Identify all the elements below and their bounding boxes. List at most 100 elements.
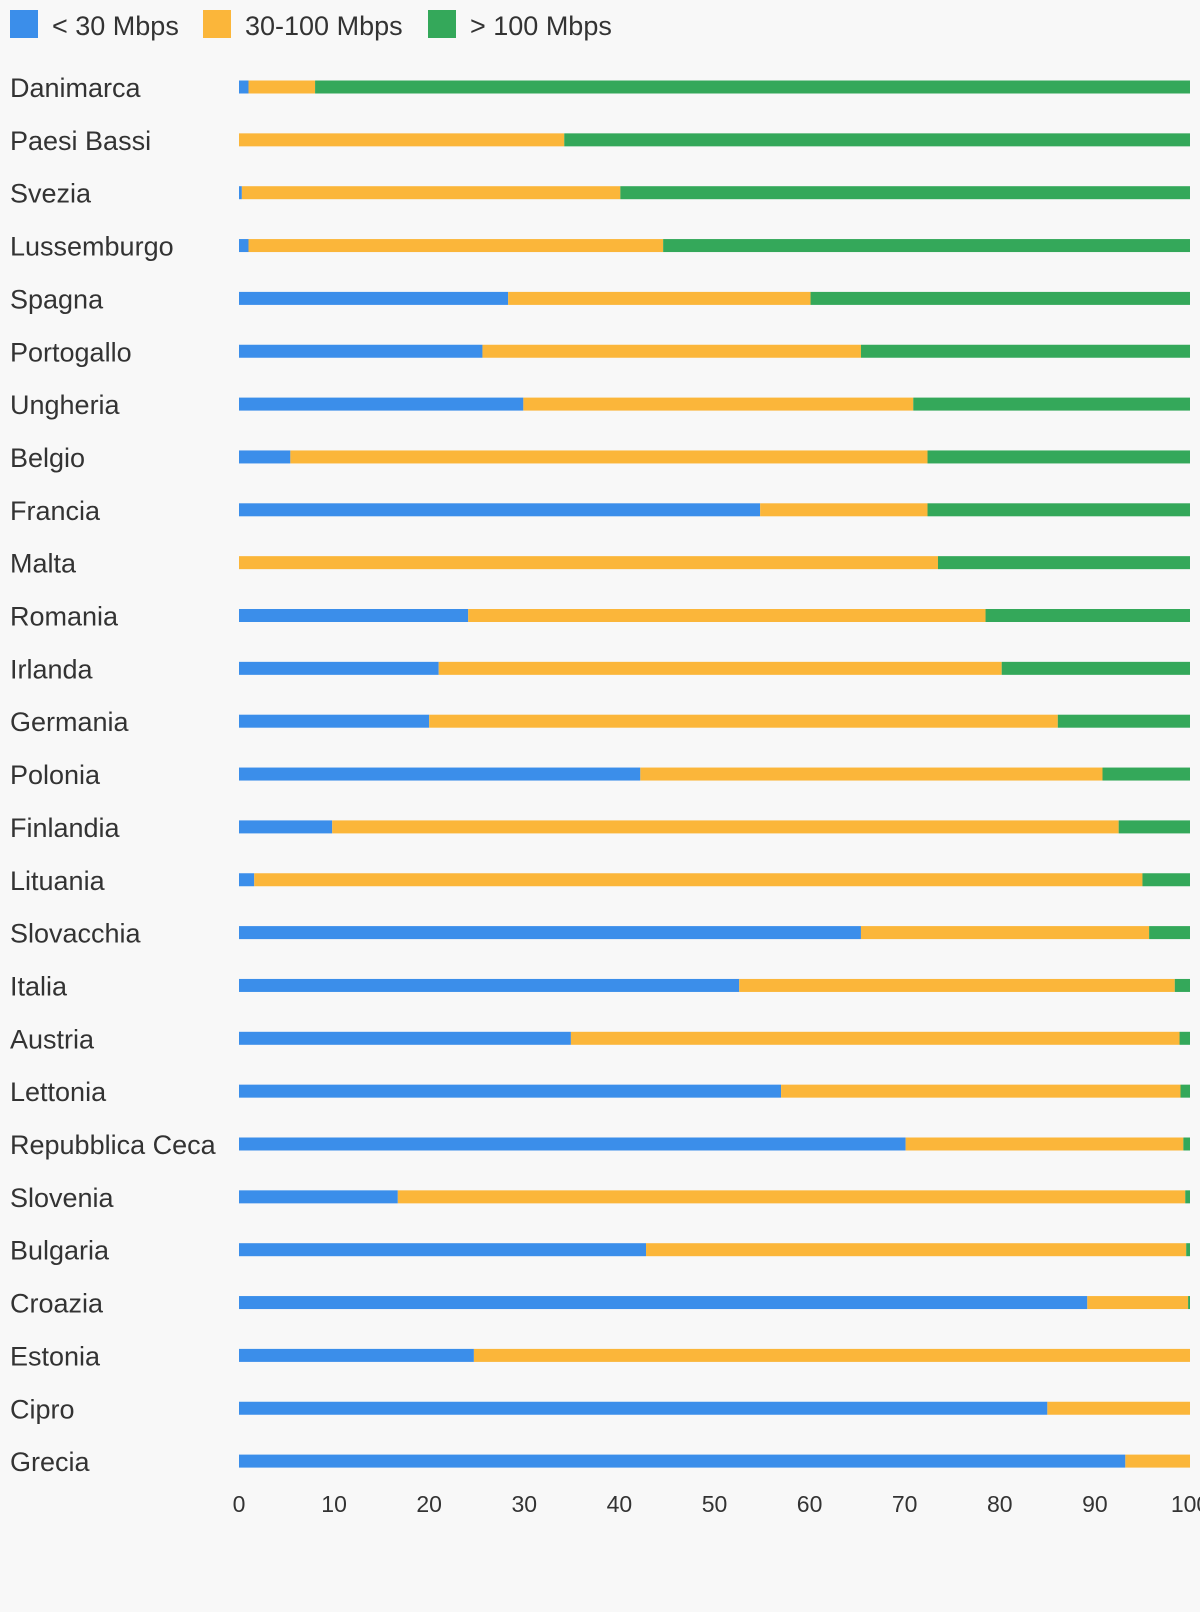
legend-label-30-mbps: < 30 Mbps [52,11,179,41]
category-label-svezia: Svezia [10,179,92,209]
category-label-belgio: Belgio [10,443,85,473]
category-label-lettonia: Lettonia [10,1077,107,1107]
bar-bulgaria-30-100-mbps [646,1243,1187,1257]
bar-repubblica-ceca-100-mbps [1183,1137,1190,1151]
bar-ungheria-30-mbps [239,397,524,411]
bar-paesi-bassi-30-100-mbps [239,133,565,147]
bar-romania-100-mbps [985,609,1190,622]
bar-lussemburgo-30-mbps [239,239,249,253]
bar-finlandia-100-mbps [1118,820,1190,834]
category-label-slovacchia: Slovacchia [10,919,142,949]
bar-austria-30-100-mbps [570,1031,1180,1045]
category-label-irlanda: Irlanda [10,654,94,684]
bar-paesi-bassi-100-mbps [564,133,1190,147]
bar-romania-30-mbps [239,609,469,622]
bar-svezia-30-100-mbps [241,186,621,200]
bar-croazia-30-mbps [239,1296,1088,1310]
bar-slovenia-30-mbps [239,1190,398,1204]
bar-portogallo-100-mbps [860,344,1190,358]
bar-ungheria-30-100-mbps [523,397,914,411]
bar-finlandia-30-mbps [239,820,333,834]
bar-spagna-30-100-mbps [508,291,811,305]
category-label-estonia: Estonia [10,1341,101,1371]
x-tick-label-20: 20 [416,1491,442,1517]
bar-croazia-100-mbps [1188,1296,1190,1310]
bar-croazia-30-100-mbps [1087,1296,1189,1310]
category-label-croazia: Croazia [10,1289,104,1319]
category-label-bulgaria: Bulgaria [10,1236,110,1266]
bar-repubblica-ceca-30-100-mbps [905,1137,1184,1151]
category-label-slovenia: Slovenia [10,1183,115,1213]
bar-malta-30-100-mbps [239,556,938,570]
bars [239,80,1191,1468]
bar-germania-30-100-mbps [429,714,1058,728]
bar-lituania-30-mbps [239,873,255,887]
bar-lettonia-100-mbps [1180,1084,1190,1098]
bar-lettonia-30-mbps [239,1084,782,1098]
x-tick-label-70: 70 [892,1491,918,1517]
legend: < 30 Mbps 30-100 Mbps > 100 Mbps [10,10,612,41]
bar-svezia-30-mbps [239,186,242,200]
category-label-romania: Romania [10,602,119,632]
bar-francia-30-100-mbps [760,503,928,517]
bar-cipro-30-100-mbps [1047,1401,1190,1415]
x-tick-label-90: 90 [1082,1491,1108,1517]
bar-slovacchia-30-mbps [239,926,861,940]
category-label-italia: Italia [10,971,68,1001]
x-tick-label-80: 80 [987,1491,1013,1517]
bar-estonia-30-mbps [239,1348,474,1362]
bar-bulgaria-30-mbps [239,1243,647,1257]
bar-portogallo-30-100-mbps [482,344,861,358]
bar-irlanda-100-mbps [1001,661,1190,675]
x-tick-label-100: 100 [1171,1491,1200,1517]
bar-polonia-30-mbps [239,767,641,781]
bar-repubblica-ceca-30-mbps [239,1137,906,1151]
legend-label-30-100-mbps: 30-100 Mbps [245,11,403,41]
bar-lussemburgo-100-mbps [663,239,1190,253]
bar-polonia-30-100-mbps [640,767,1103,781]
category-label-malta: Malta [10,549,77,579]
category-label-lussemburgo: Lussemburgo [10,232,174,262]
category-label-austria: Austria [10,1024,95,1054]
bar-finlandia-30-100-mbps [332,820,1119,834]
category-label-francia: Francia [10,496,101,526]
category-label-danimarca: Danimarca [10,73,142,103]
bar-austria-30-mbps [239,1031,571,1045]
bar-austria-100-mbps [1179,1031,1190,1045]
category-label-spagna: Spagna [10,284,104,314]
x-tick-label-30: 30 [512,1491,538,1517]
bar-portogallo-30-mbps [239,344,483,358]
bar-ungheria-100-mbps [913,397,1190,411]
bar-germania-30-mbps [239,714,430,728]
bar-danimarca-30-100-mbps [248,80,316,94]
bar-spagna-100-mbps [810,291,1190,305]
x-tick-label-0: 0 [233,1491,246,1517]
bar-irlanda-30-100-mbps [438,661,1002,675]
bar-lussemburgo-30-100-mbps [248,239,664,253]
bar-danimarca-100-mbps [315,80,1191,94]
legend-swatch-100-mbps [428,10,456,38]
category-label-finlandia: Finlandia [10,813,121,843]
bar-slovenia-30-100-mbps [397,1190,1186,1204]
bar-belgio-30-100-mbps [290,450,928,464]
category-label-cipro: Cipro [10,1394,75,1424]
bar-italia-30-100-mbps [739,978,1175,992]
category-label-grecia: Grecia [10,1447,91,1477]
bar-romania-30-100-mbps [468,609,986,622]
bar-italia-30-mbps [239,978,740,992]
bar-slovenia-100-mbps [1185,1190,1190,1204]
bar-germania-100-mbps [1057,714,1190,728]
bar-belgio-30-mbps [239,450,291,464]
bar-irlanda-30-mbps [239,661,439,675]
bar-lettonia-30-100-mbps [781,1084,1181,1098]
category-label-lituania: Lituania [10,866,106,896]
x-axis: 0 10 20 30 40 50 60 70 80 90 100 [233,1491,1200,1517]
category-label-ungheria: Ungheria [10,390,121,420]
legend-swatch-30-100-mbps [203,10,231,38]
bar-slovacchia-30-100-mbps [860,926,1150,940]
bar-bulgaria-100-mbps [1186,1243,1190,1257]
legend-swatch-30-mbps [10,10,38,38]
bar-grecia-30-mbps [239,1454,1126,1468]
x-tick-label-40: 40 [607,1491,633,1517]
bar-francia-100-mbps [927,503,1190,517]
